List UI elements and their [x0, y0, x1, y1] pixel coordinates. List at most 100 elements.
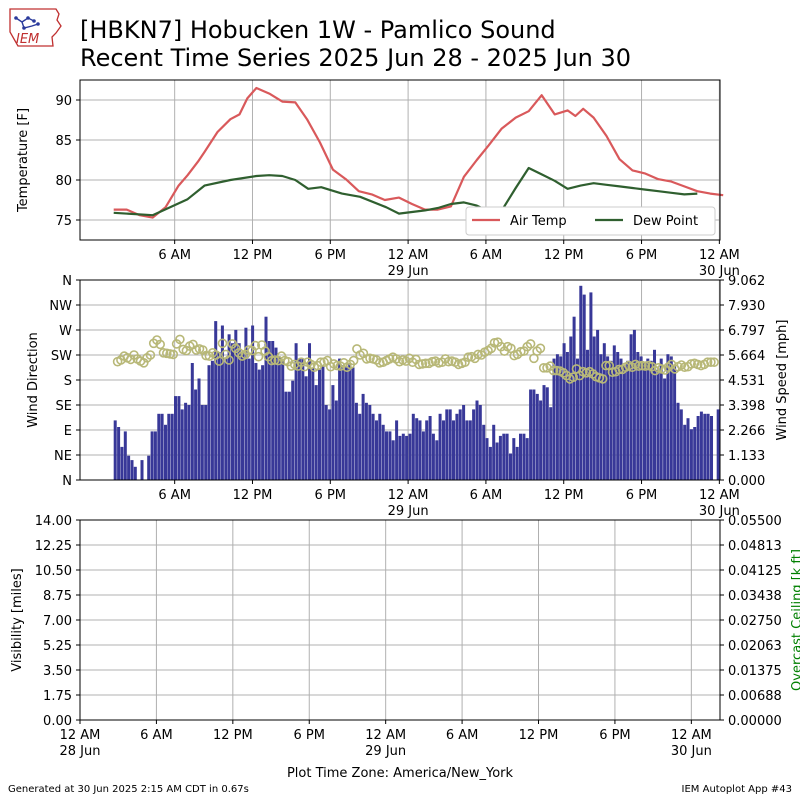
y2-tick-label: 0.02750 — [728, 614, 782, 629]
x-tick-label: 6 PM — [626, 248, 657, 263]
wind-speed-bar — [371, 413, 375, 480]
y-tick-label: S — [64, 374, 72, 389]
wind-speed-bar — [214, 321, 218, 480]
wind-speed-bar — [462, 405, 466, 480]
wind-speed-bar — [274, 347, 278, 480]
wind-speed-bar — [452, 420, 456, 480]
y-tick-label: N — [62, 474, 72, 489]
y2-tick-label: 0.01375 — [728, 664, 782, 679]
wind-speed-bar — [177, 396, 181, 480]
wind-speed-bar — [482, 424, 486, 480]
axes-frame — [79, 79, 721, 241]
wind-speed-bar — [693, 427, 697, 480]
x-tick-label: 6 AM — [158, 488, 191, 503]
x-tick-label: 6 AM — [446, 728, 479, 743]
wind-speed-bar — [663, 378, 667, 480]
wind-speed-bar — [559, 356, 563, 480]
generated-note: Generated at 30 Jun 2025 2:15 AM CDT in … — [8, 784, 249, 795]
wind-speed-bar — [703, 413, 707, 480]
wind-speed-bar — [224, 358, 228, 480]
y-tick-label: W — [59, 324, 72, 339]
wind-speed-bar — [643, 363, 647, 480]
y-tick-label: 80 — [55, 174, 72, 189]
y2-tick-label: 0.000 — [728, 474, 765, 489]
wind-speed-bar — [475, 400, 479, 480]
wind-speed-bar — [569, 336, 573, 480]
wind-speed-bar — [649, 360, 653, 480]
wind-speed-bar — [308, 343, 312, 480]
wind-speed-bar — [301, 358, 305, 480]
wind-speed-bar — [472, 409, 476, 480]
wind-speed-bars — [113, 285, 720, 480]
wind-speed-bar — [120, 446, 124, 480]
y2-tick-label: 9.062 — [728, 274, 765, 289]
wind-direction-point — [158, 347, 169, 358]
x-tick-label: 6 AM — [470, 488, 503, 503]
wind-speed-bar — [170, 413, 174, 480]
x-tick-label: 6 AM — [158, 248, 191, 263]
x-tick-label: 12 PM — [544, 248, 584, 263]
wind-speed-bar — [153, 431, 157, 480]
wind-speed-bar — [606, 356, 610, 480]
wind-speed-bar — [254, 363, 258, 480]
wind-speed-bar — [639, 356, 643, 480]
wind-direction-point — [420, 358, 431, 369]
wind-direction-point — [706, 357, 716, 368]
wind-speed-bar — [150, 431, 154, 480]
wind-direction-point — [525, 339, 536, 349]
wind-speed-bar — [535, 393, 539, 480]
axes-frame — [79, 519, 721, 721]
wind-speed-bar — [716, 409, 720, 480]
x-tick-label: 6 AM — [470, 248, 503, 263]
wind-speed-bar — [465, 420, 469, 480]
y2-tick-label: 0.04125 — [728, 564, 782, 579]
wind-direction-point — [640, 361, 651, 371]
wind-direction-point — [253, 351, 264, 362]
app-label: IEM Autoplot App #43 — [681, 784, 792, 795]
wind-speed-bar — [180, 409, 184, 480]
wind-speed-bar — [117, 427, 121, 480]
wind-speed-bar — [241, 352, 245, 480]
wind-direction-point — [168, 349, 179, 360]
wind-speed-bar — [435, 440, 439, 480]
wind-speed-bar — [395, 420, 399, 480]
wind-speed-bar — [277, 356, 281, 480]
wind-speed-bar — [529, 389, 533, 480]
wind-speed-bar — [572, 316, 576, 480]
wind-speed-bar — [431, 433, 435, 480]
iem-logo: IEM — [6, 6, 64, 50]
x-tick-label: 6 PM — [626, 488, 657, 503]
wind-speed-bar — [231, 343, 235, 480]
wind-speed-bar — [391, 440, 395, 480]
x-tick-date: 30 Jun — [699, 504, 740, 519]
wind-speed-bar — [626, 360, 630, 480]
wind-speed-bar — [388, 431, 392, 480]
wind-speed-bar — [184, 402, 188, 480]
wind-speed-bar — [442, 420, 446, 480]
wind-direction-point — [217, 338, 228, 349]
y2-tick-label: 0.02063 — [728, 639, 782, 654]
wind-speed-bar — [609, 360, 613, 480]
wind-speed-bar — [565, 352, 569, 480]
wind-direction-point — [155, 339, 165, 350]
y2-tick-label: 0.04813 — [728, 539, 782, 554]
wind-speed-bar — [210, 360, 214, 480]
y2-axis-label: Wind Speed [mph] — [775, 320, 790, 441]
wind-speed-bar — [586, 349, 590, 480]
wind-speed-bar — [271, 341, 275, 480]
x-tick-date: 28 Jun — [60, 744, 101, 759]
y-tick-label: 12.25 — [35, 539, 72, 554]
wind-speed-bar — [405, 435, 409, 480]
wind-speed-bar — [217, 352, 221, 480]
wind-speed-bar — [505, 433, 509, 480]
y2-tick-label: 4.531 — [728, 374, 765, 389]
wind-direction-point — [224, 355, 234, 365]
wind-speed-bar — [398, 435, 402, 480]
wind-speed-bar — [592, 336, 596, 480]
wind-speed-bar — [512, 438, 516, 480]
wind-speed-bar — [251, 325, 255, 480]
wind-direction-point — [175, 334, 185, 345]
y2-tick-label: 2.266 — [728, 424, 765, 439]
x-tick-label: 6 PM — [599, 728, 630, 743]
wind-direction-point — [568, 372, 579, 383]
